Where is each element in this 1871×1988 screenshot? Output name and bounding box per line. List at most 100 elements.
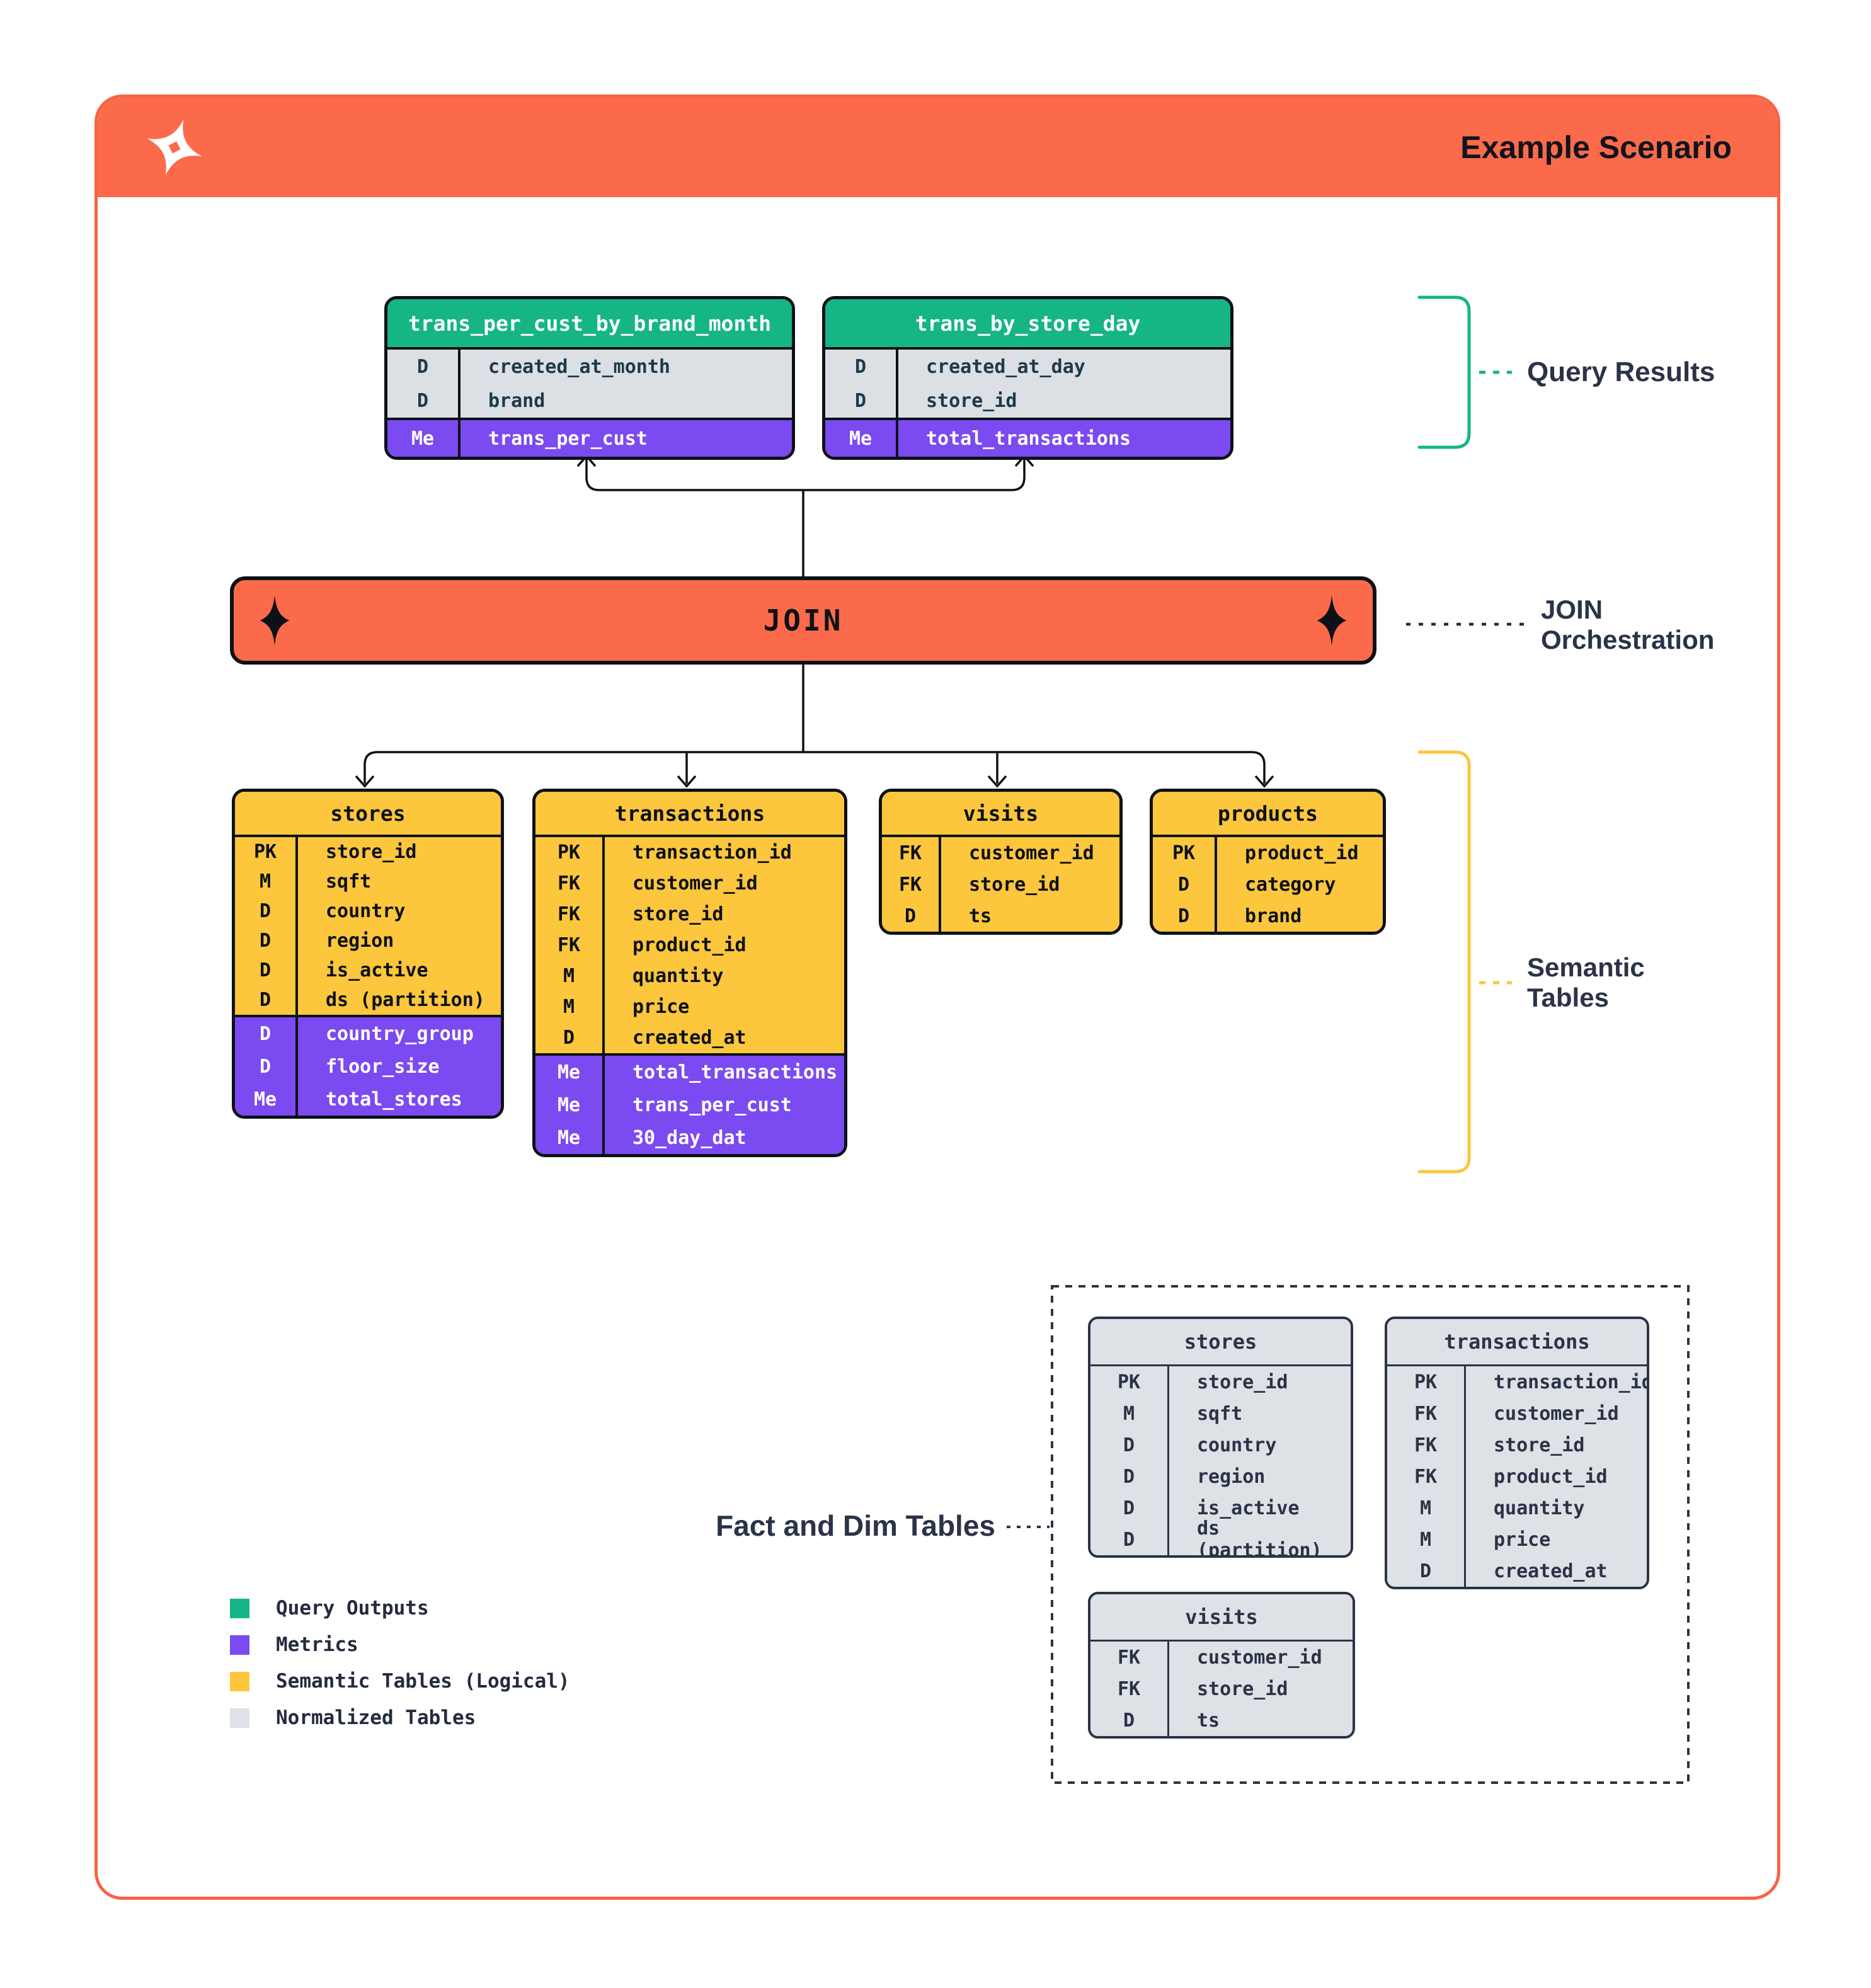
name-column: country_group floor_size total_stores xyxy=(298,1017,501,1116)
diamond-icon xyxy=(260,595,290,646)
field-name: product_id xyxy=(1245,842,1359,864)
key-badge: D xyxy=(1177,905,1190,927)
legend-label: Metrics xyxy=(276,1633,358,1656)
table-title: visits xyxy=(1090,1594,1353,1642)
key-badge: Me xyxy=(557,1061,581,1083)
key-badge: D xyxy=(1177,873,1190,896)
key-badge: FK xyxy=(557,903,581,925)
key-badge: Me xyxy=(849,427,873,450)
key-badge: FK xyxy=(557,872,581,894)
badge-column: Me xyxy=(825,420,898,457)
badge-column: Me xyxy=(387,420,461,457)
fact-dim-tables-label-text: Fact and Dim Tables xyxy=(716,1509,995,1542)
key-badge: FK xyxy=(1414,1434,1438,1456)
field-name: store_id xyxy=(1197,1677,1288,1700)
table-section: Me Me Me total_transactions trans_per_cust 30… xyxy=(535,1053,844,1154)
table-section: D D Me country_group floor_size total_stores xyxy=(235,1015,501,1116)
join-orchestration-line1: JOIN xyxy=(1541,595,1603,624)
four-point-star-logo-icon xyxy=(147,120,202,175)
join-label: JOIN xyxy=(763,603,844,637)
field-name: store_id xyxy=(926,389,1017,412)
field-name: store_id xyxy=(1494,1434,1585,1456)
key-badge: M xyxy=(259,871,272,893)
badge-column: PK FK FK FK M M D xyxy=(535,837,605,1053)
name-column: total_transactions trans_per_cust 30_day_d… xyxy=(605,1056,844,1154)
field-name: transaction_id xyxy=(632,842,792,864)
field-name: country xyxy=(1197,1434,1277,1456)
name-column: store_id sqft country region is_active ds (pa… xyxy=(298,837,501,1015)
field-name: total_transactions xyxy=(632,1061,838,1083)
field-name: store_id xyxy=(969,873,1060,896)
field-name: total_stores xyxy=(326,1088,462,1111)
field-name: price xyxy=(1494,1528,1551,1551)
legend-item: Metrics xyxy=(230,1626,570,1663)
field-name: total_transactions xyxy=(926,427,1131,450)
legend-swatch xyxy=(230,1708,249,1728)
field-name: created_at xyxy=(1494,1560,1608,1582)
field-name: created_at xyxy=(632,1027,747,1049)
key-badge: D xyxy=(854,389,867,412)
field-name: region xyxy=(1197,1465,1266,1488)
field-name: customer_id xyxy=(632,872,758,894)
semantic-tables-line1: Semantic xyxy=(1527,952,1645,982)
field-name: trans_per_cust xyxy=(488,427,648,450)
key-badge: D xyxy=(259,1022,272,1045)
field-name: quantity xyxy=(1494,1497,1585,1519)
key-badge: PK xyxy=(1117,1371,1141,1393)
field-name: store_id xyxy=(326,841,417,863)
badge-column: Me Me Me xyxy=(535,1056,605,1154)
key-badge: Me xyxy=(557,1094,581,1116)
badge-column: PK M D D D D xyxy=(1090,1366,1169,1555)
field-name: product_id xyxy=(632,934,747,956)
legend-item: Query Outputs xyxy=(230,1590,570,1626)
name-column: product_id category brand xyxy=(1217,837,1383,932)
legend: Query Outputs Metrics Semantic Tables (Log… xyxy=(230,1590,570,1736)
semantic-tables-line2: Tables xyxy=(1527,982,1609,1012)
legend-swatch xyxy=(230,1671,249,1691)
field-name: transaction_id xyxy=(1494,1371,1649,1393)
key-badge: D xyxy=(1123,1709,1135,1732)
table-title: transactions xyxy=(535,792,844,837)
field-name: quantity xyxy=(632,965,724,987)
key-badge: M xyxy=(563,996,575,1018)
table-title: visits xyxy=(882,792,1119,837)
key-badge: D xyxy=(259,930,272,952)
field-name: customer_id xyxy=(1197,1646,1322,1669)
key-badge: M xyxy=(563,965,575,987)
field-name: store_id xyxy=(632,903,724,925)
field-name: store_id xyxy=(1197,1371,1288,1393)
fact-dim-tables-label: Fact and Dim Tables xyxy=(706,1509,995,1542)
field-name: ds (partition) xyxy=(326,989,485,1011)
legend-item: Normalized Tables xyxy=(230,1700,570,1736)
field-name: ts xyxy=(1197,1709,1220,1732)
legend-item: Semantic Tables (Logical) xyxy=(230,1663,570,1700)
field-name: created_at_day xyxy=(926,355,1085,378)
key-badge: D xyxy=(259,989,272,1011)
table-title: transactions xyxy=(1387,1319,1647,1366)
field-name: price xyxy=(632,996,690,1018)
key-badge: Me xyxy=(557,1126,581,1149)
table-section: D D created_at_day store_id xyxy=(825,350,1230,418)
key-badge: D xyxy=(416,355,429,378)
key-badge: FK xyxy=(1117,1677,1141,1700)
name-column: total_transactions xyxy=(898,420,1230,457)
key-badge: M xyxy=(1419,1497,1432,1519)
key-badge: FK xyxy=(1414,1402,1438,1425)
key-badge: D xyxy=(1123,1497,1135,1519)
key-badge: PK xyxy=(557,842,581,864)
key-badge: FK xyxy=(898,873,922,896)
key-badge: PK xyxy=(1172,842,1196,864)
field-name: sqft xyxy=(326,871,372,893)
